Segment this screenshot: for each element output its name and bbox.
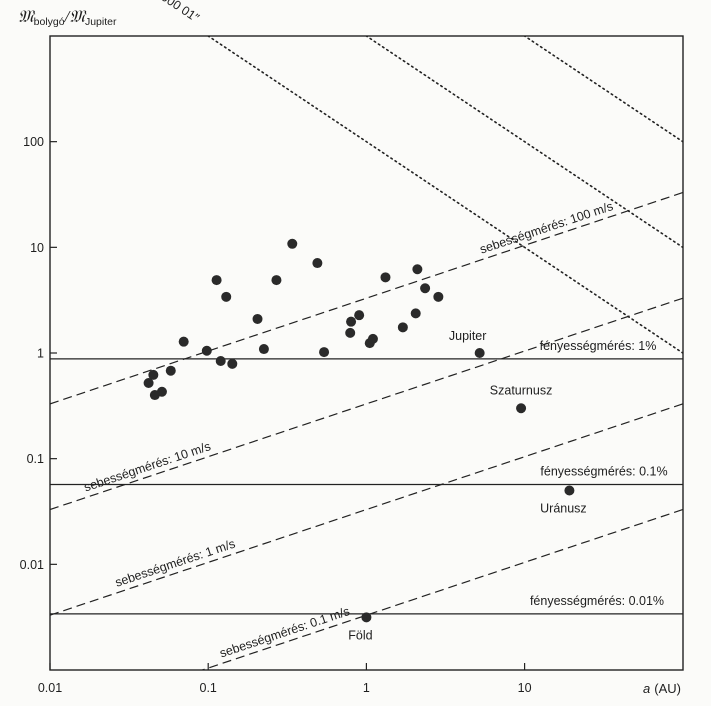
- exoplanet-point: [412, 264, 423, 275]
- exoplanet-point: [271, 275, 282, 286]
- axis-ticks: 0.01 0.1 1 10 0.01 0.1 1 10 100: [20, 135, 532, 695]
- y-tick-label: 0.1: [27, 452, 44, 466]
- exoplanet-point: [143, 378, 154, 389]
- line-label: fényességmérés: 0.1%: [540, 464, 667, 478]
- exoplanet-point: [410, 308, 421, 319]
- line-label: sebességmérés: 10 m/s: [82, 439, 212, 494]
- planet-label: Föld: [348, 628, 372, 642]
- exoplanet-point: [287, 238, 298, 249]
- astrometry-line: [681, 36, 683, 37]
- exoplanet-point: [367, 333, 378, 344]
- exoplanet-point: [354, 310, 365, 321]
- exoplanet-point: [397, 322, 408, 333]
- exoplanet-point: [312, 258, 323, 269]
- x-tick-label: 10: [518, 681, 532, 695]
- exoplanet-point: [433, 291, 444, 302]
- x-tick-label: 0.01: [38, 681, 62, 695]
- astrometry-line: [523, 36, 683, 143]
- radial-velocity-line: [50, 191, 683, 405]
- exoplanet-points: [143, 238, 444, 401]
- exoplanet-point: [221, 291, 232, 302]
- y-tick-label: 0.01: [20, 558, 44, 572]
- line-label: sebességmérés: 0.1 m/s: [218, 604, 352, 660]
- exoplanet-point: [215, 356, 226, 367]
- axis-labels: 𝔐bolygó/𝔐Jupiter a (AU): [18, 7, 681, 696]
- line-label: fényességmérés: 0.01%: [530, 594, 664, 608]
- x-tick-label: 0.1: [200, 681, 217, 695]
- exoplanet-point: [227, 358, 238, 369]
- solar-system-planets: Jupiter Szaturnusz Uránusz Föld: [348, 329, 586, 642]
- exoplanet-point: [178, 336, 189, 347]
- exoplanet-point: [380, 272, 391, 283]
- exoplanet-point: [148, 369, 159, 380]
- line-label: sebességmérés: 100 m/s: [478, 199, 615, 257]
- exoplanet-point: [258, 344, 269, 355]
- solar-planet-point: [516, 403, 527, 414]
- y-axis-label: 𝔐bolygó/𝔐Jupiter: [18, 7, 117, 28]
- exoplanet-point: [420, 283, 431, 294]
- x-axis-label: a (AU): [643, 681, 681, 696]
- exoplanet-point: [211, 275, 222, 286]
- exoplanet-point: [319, 347, 330, 358]
- y-tick-label: 10: [30, 241, 44, 255]
- solar-planet-point: [361, 612, 372, 623]
- planet-label: Szaturnusz: [490, 383, 553, 397]
- plot-frame: [49, 35, 684, 671]
- planet-label: Jupiter: [449, 329, 487, 343]
- radial-velocity-line: [50, 403, 683, 616]
- exoplanet-point: [345, 327, 356, 338]
- exoplanet-point: [252, 313, 263, 324]
- line-label: fényességmérés: 1%: [540, 339, 657, 353]
- exoplanet-point: [165, 365, 176, 376]
- exoplanet-point: [346, 316, 357, 327]
- y-tick-label: 1: [37, 347, 44, 361]
- line-label: sebességmérés: 1 m/s: [113, 537, 237, 590]
- solar-planet-point: [474, 348, 485, 358]
- y-tick-label: 100: [23, 135, 44, 149]
- exoplanet-point: [156, 386, 167, 397]
- astrometry-line: [206, 36, 683, 354]
- planet-label: Uránusz: [540, 501, 587, 515]
- solar-planet-point: [564, 485, 575, 496]
- x-tick-label: 1: [363, 681, 370, 695]
- line-labels: szögmérés: 0.01″szögmérés: 0.001″szögmér…: [82, 0, 667, 660]
- exoplanet-point: [201, 345, 212, 356]
